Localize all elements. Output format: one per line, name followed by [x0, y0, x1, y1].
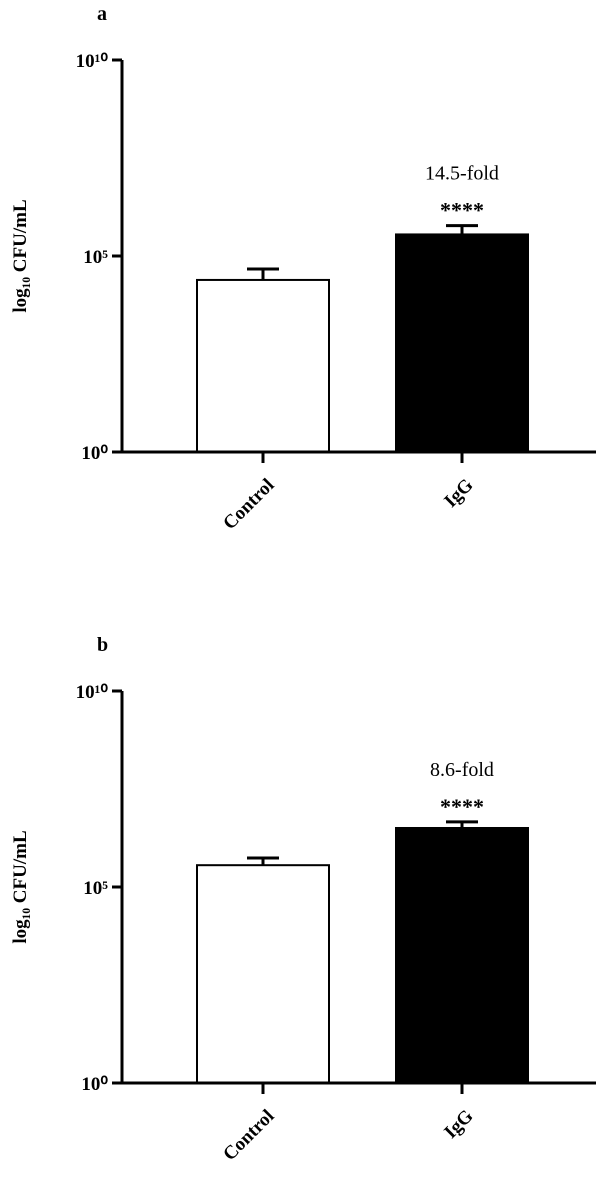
annotation: ****	[440, 794, 484, 819]
x-tick-label: Control	[219, 1106, 278, 1165]
y-tick-label: 10⁰	[81, 1074, 108, 1095]
annotation: 14.5-fold	[425, 163, 499, 185]
y-axis-label: log₁₀ CFU/mL	[10, 830, 31, 943]
y-tick-label: 10¹⁰	[76, 51, 109, 72]
y-tick-label: 10¹⁰	[76, 682, 109, 703]
bar	[196, 278, 330, 454]
panel-label: b	[97, 634, 108, 656]
annotation: ****	[440, 198, 484, 223]
annotation: 8.6-fold	[430, 759, 494, 781]
y-axis-label: log₁₀ CFU/mL	[10, 199, 31, 312]
y-tick-label: 10⁵	[83, 247, 108, 268]
x-tick-label: Control	[219, 475, 278, 534]
x-tick-label: IgG	[440, 475, 477, 512]
x-tick-label: IgG	[440, 1106, 477, 1143]
y-tick-label: 10⁰	[81, 443, 108, 464]
panel-label: a	[97, 3, 107, 25]
y-tick-label: 10⁵	[83, 878, 108, 899]
bar	[196, 864, 330, 1084]
bar	[395, 826, 529, 1084]
bar	[395, 233, 529, 453]
